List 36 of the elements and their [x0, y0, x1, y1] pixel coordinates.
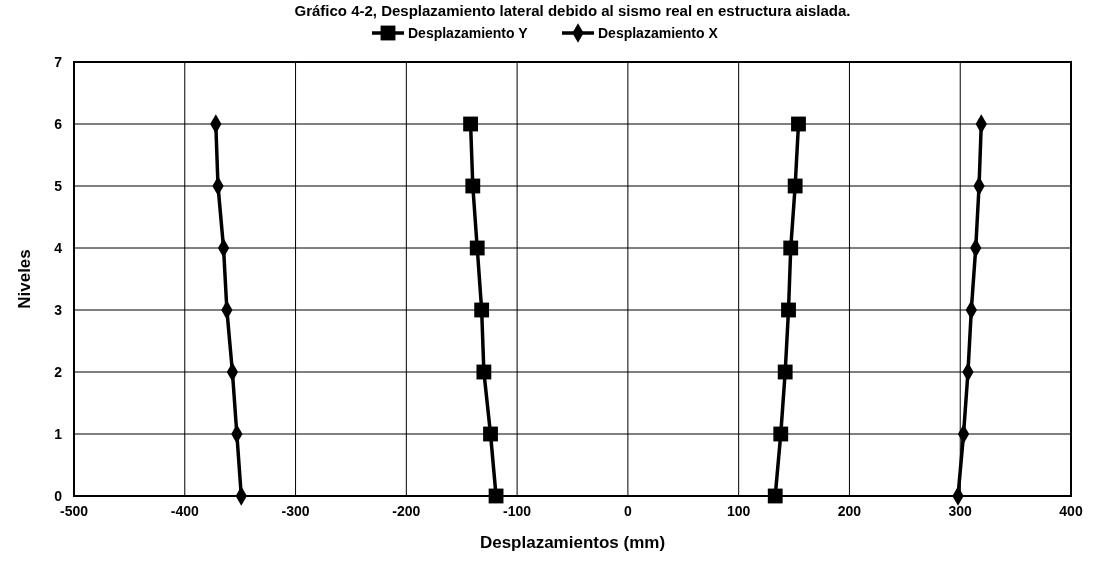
point — [773, 426, 789, 442]
y-tick-label: 4 — [54, 240, 63, 256]
x-tick-label: -200 — [392, 503, 421, 519]
x-tick-label: -100 — [503, 503, 532, 519]
x-tick-label: -500 — [59, 503, 89, 519]
point — [469, 240, 485, 256]
chart-title: Gráfico 4-2, Desplazamiento lateral debido al sismo real en estructura aislada. — [294, 2, 851, 19]
point — [787, 178, 803, 194]
y-tick-label: 7 — [54, 54, 63, 70]
point — [791, 116, 806, 132]
y-axis-title: Niveles — [15, 249, 34, 309]
point — [781, 302, 796, 318]
x-tick-label: -400 — [170, 503, 199, 519]
point — [783, 240, 799, 256]
x-tick-label: 0 — [623, 503, 632, 519]
legend-label: Desplazamiento Y — [408, 25, 529, 41]
point — [767, 488, 783, 504]
y-tick-label: 3 — [54, 302, 63, 318]
y-tick-label: 2 — [54, 364, 63, 380]
y-tick-label: 6 — [54, 116, 63, 132]
y-tick-label: 5 — [54, 178, 63, 194]
y-tick-label: 1 — [54, 426, 63, 442]
point — [476, 364, 492, 380]
x-tick-label: 200 — [837, 503, 862, 519]
point — [463, 116, 478, 132]
x-axis-title: Desplazamientos (mm) — [479, 533, 666, 552]
point — [483, 426, 498, 442]
x-tick-label: -300 — [281, 503, 310, 519]
y-tick-label: 0 — [54, 488, 63, 504]
x-tick-label: 300 — [948, 503, 973, 519]
legend-label: Desplazamiento X — [598, 25, 719, 41]
point — [777, 364, 793, 380]
point — [465, 178, 481, 194]
point — [474, 302, 490, 318]
x-tick-label: 100 — [726, 503, 751, 519]
x-tick-label: 400 — [1059, 503, 1083, 519]
